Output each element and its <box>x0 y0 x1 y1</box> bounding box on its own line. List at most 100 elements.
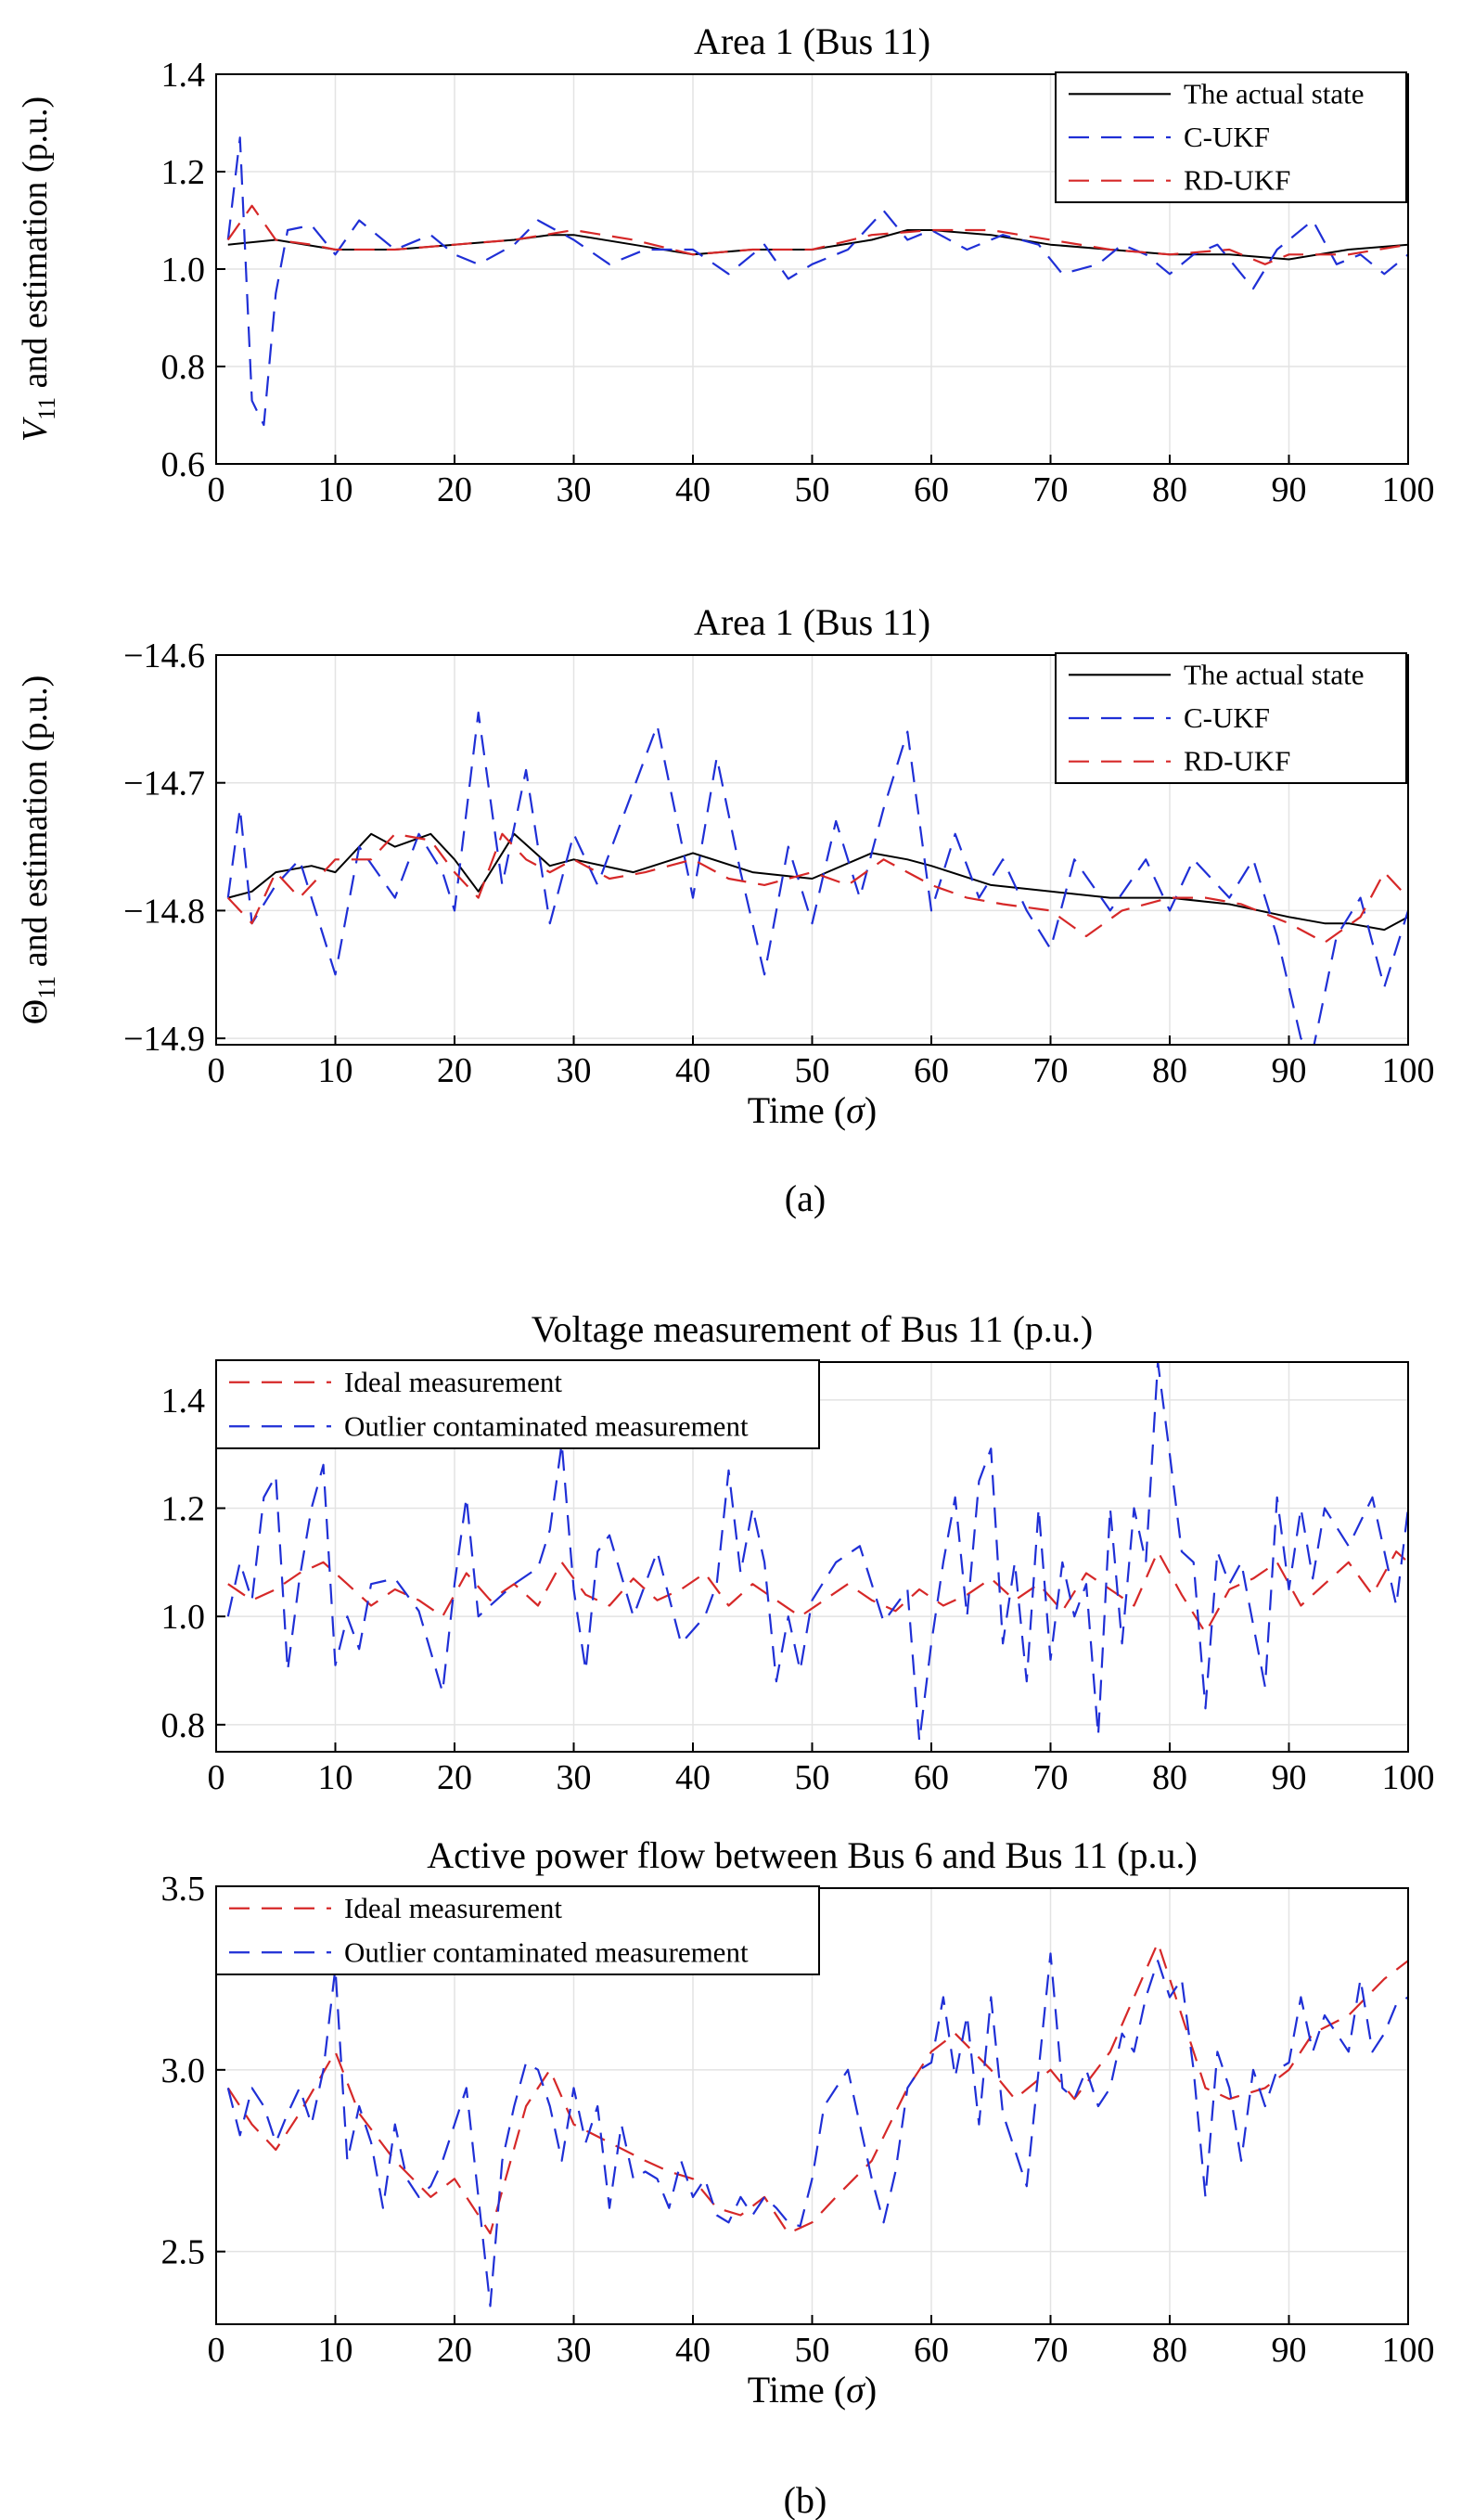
y-tick-label: 1.4 <box>161 56 206 95</box>
y-tick-label: −14.7 <box>123 765 205 804</box>
x-tick-label: 80 <box>1152 1758 1187 1797</box>
x-tick-label: 30 <box>557 1051 592 1090</box>
legend-label: RD-UKF <box>1184 164 1290 197</box>
x-tick-label: 30 <box>557 1758 592 1797</box>
chart-title: Area 1 (Bus 11) <box>694 20 930 62</box>
legend-label: Ideal measurement <box>344 1892 562 1924</box>
x-tick-label: 40 <box>675 2331 711 2370</box>
y-tick-label: 3.5 <box>161 1870 206 1909</box>
y-tick-label: 1.0 <box>161 251 206 289</box>
legend-box <box>215 1359 820 1449</box>
x-tick-label: 30 <box>557 470 592 509</box>
x-tick-label: 100 <box>1382 1758 1435 1797</box>
x-axis-label-text: Time ( <box>748 1089 846 1131</box>
legend-label: C-UKF <box>1184 121 1270 153</box>
series-line-rd-ukf <box>226 204 1408 265</box>
x-tick-label: 100 <box>1382 2331 1435 2370</box>
x-axis-label: Time (σ) <box>748 1089 877 1131</box>
legend-box <box>215 1885 820 1975</box>
x-tick-label: 60 <box>914 1051 949 1090</box>
legend-label: The actual state <box>1184 77 1365 109</box>
chart-panel-4: Active power flow between Bus 6 and Bus … <box>161 1834 1435 2411</box>
chart-panel-3: Voltage measurement of Bus 11 (p.u.) 0 10 2… <box>161 1308 1435 1797</box>
series-line-ideal-measurement <box>226 1941 1408 2235</box>
x-axis-label: Time (σ) <box>748 2369 877 2411</box>
x-tick-label: 60 <box>914 470 949 509</box>
chart-panel-2: Area 1 (Bus 11) 0 10 20 30 40 50 60 70 80 90 100 −14… <box>16 601 1435 1131</box>
series-line-outlier-contaminated-measurement <box>226 1952 1408 2308</box>
x-tick-label: 50 <box>795 470 830 509</box>
x-tick-label: 0 <box>208 470 225 509</box>
chart-title: Voltage measurement of Bus 11 (p.u.) <box>532 1308 1093 1350</box>
y-tick-label: 1.4 <box>161 1382 206 1421</box>
y-tick-label: −14.6 <box>123 636 205 675</box>
legend-label: Outlier contaminated measurement <box>344 1409 749 1442</box>
x-tick-label: 70 <box>1033 2331 1069 2370</box>
series-group <box>226 711 1408 1045</box>
y-tick-label: 0.8 <box>161 348 206 387</box>
x-tick-label: 60 <box>914 1758 949 1797</box>
y-tick-label: 0.8 <box>161 1706 206 1745</box>
y-tick-label: 1.2 <box>161 1490 206 1529</box>
x-tick-label: 0 <box>208 1051 225 1090</box>
x-tick-label: 30 <box>557 2331 592 2370</box>
chart-title: Active power flow between Bus 6 and Bus … <box>427 1834 1198 1876</box>
x-tick-label: 20 <box>437 1758 472 1797</box>
series-group <box>226 136 1408 427</box>
x-tick-label: 60 <box>914 2331 949 2370</box>
x-tick-label: 20 <box>437 1051 472 1090</box>
series-group <box>226 1362 1408 1742</box>
x-tick-label: 80 <box>1152 470 1187 509</box>
x-tick-label: 70 <box>1033 1051 1069 1090</box>
chart-panel-1: Area 1 (Bus 11) 0 10 20 30 40 50 60 70 80 90 100 0.6… <box>16 20 1435 509</box>
chart-title: Area 1 (Bus 11) <box>694 601 930 643</box>
x-axis-label-close: ) <box>865 2369 877 2411</box>
legend: The actual state C-UKF RD-UKF <box>1055 71 1407 203</box>
x-tick-label: 10 <box>318 2331 353 2370</box>
y-tick-label: 2.5 <box>161 2233 206 2272</box>
y-axis-label: Θ11 and estimation (p.u.) <box>16 675 60 1024</box>
x-tick-label: 100 <box>1382 470 1435 509</box>
legend-label: The actual state <box>1184 658 1365 690</box>
legend-label: RD-UKF <box>1184 745 1290 778</box>
subfigure-label-b: (b) <box>784 2479 827 2520</box>
y-tick-label: 0.6 <box>161 445 206 484</box>
x-tick-label: 80 <box>1152 2331 1187 2370</box>
y-tick-label: −14.9 <box>123 1020 205 1059</box>
y-axis-label-text: and estimation (p.u.) <box>16 675 55 976</box>
x-tick-label: 50 <box>795 1758 830 1797</box>
legend: Ideal measurement Outlier contaminated me… <box>215 1885 820 1975</box>
x-axis-label-symbol: σ <box>846 1089 865 1131</box>
x-tick-label: 100 <box>1382 1051 1435 1090</box>
series-line-c-ukf <box>226 711 1408 1045</box>
y-tick-label: 1.0 <box>161 1598 206 1637</box>
y-axis-label-subscript: 11 <box>33 397 60 420</box>
x-tick-label: 10 <box>318 1051 353 1090</box>
x-axis-label-symbol: σ <box>846 2369 865 2411</box>
x-tick-label: 20 <box>437 470 472 509</box>
x-tick-label: 90 <box>1272 470 1307 509</box>
x-tick-label: 40 <box>675 1051 711 1090</box>
y-tick-label: 3.0 <box>161 2051 206 2090</box>
x-axis-label-close: ) <box>865 1089 877 1131</box>
y-tick-label: −14.8 <box>123 892 205 931</box>
series-line-the-actual-state <box>227 832 1408 932</box>
x-tick-label: 10 <box>318 470 353 509</box>
x-tick-label: 50 <box>795 1051 830 1090</box>
legend-label: Ideal measurement <box>344 1366 562 1398</box>
x-tick-label: 40 <box>675 470 711 509</box>
x-tick-label: 90 <box>1272 1051 1307 1090</box>
x-tick-label: 80 <box>1152 1051 1187 1090</box>
x-tick-label: 10 <box>318 1758 353 1797</box>
y-axis-label-subscript: 11 <box>33 976 60 999</box>
x-tick-label: 90 <box>1272 1758 1307 1797</box>
y-axis-label-symbol: Θ <box>16 999 55 1024</box>
series-line-outlier-contaminated-measurement <box>226 1362 1408 1742</box>
series-group <box>226 1941 1408 2308</box>
series-line-rd-ukf <box>226 832 1408 944</box>
y-tick-label: 1.2 <box>161 153 206 192</box>
x-tick-label: 0 <box>208 1758 225 1797</box>
legend-label: Outlier contaminated measurement <box>344 1935 749 1968</box>
